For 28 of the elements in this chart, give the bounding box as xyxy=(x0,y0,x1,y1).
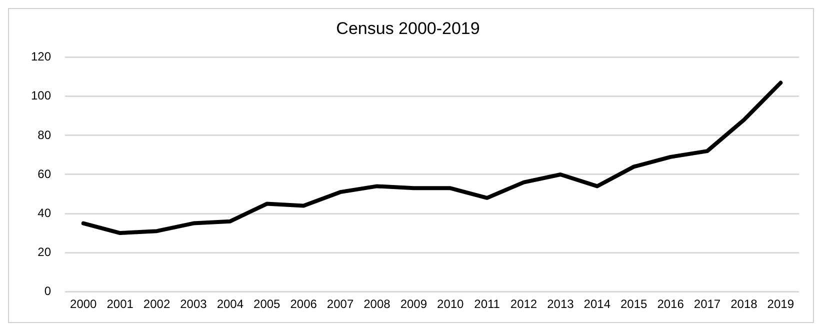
x-tick-label: 2013 xyxy=(547,297,574,312)
y-tick-label: 80 xyxy=(38,128,52,142)
x-tick-label: 2007 xyxy=(326,297,354,312)
x-tick-label: 2004 xyxy=(216,297,244,312)
y-tick-label: 120 xyxy=(30,50,52,64)
x-tick-label: 2019 xyxy=(767,297,794,312)
x-tick-label: 2016 xyxy=(657,297,684,312)
y-tick-label: 60 xyxy=(38,166,52,181)
y-tick-label: 100 xyxy=(30,88,52,103)
x-tick-label: 2011 xyxy=(474,297,500,312)
x-tick-label: 2015 xyxy=(620,297,648,312)
x-tick-label: 2002 xyxy=(143,297,170,312)
x-tick-label: 2018 xyxy=(730,297,758,312)
x-tick-label: 2014 xyxy=(584,297,611,312)
y-tick-label: 40 xyxy=(38,206,52,220)
y-tick-label: 20 xyxy=(38,244,52,259)
x-tick-label: 2008 xyxy=(364,297,391,312)
y-tick-label: 0 xyxy=(44,284,52,298)
chart-title: Census 2000-2019 xyxy=(336,18,480,38)
x-tick-label: 2000 xyxy=(70,297,98,312)
x-tick-label: 2012 xyxy=(510,297,538,312)
x-tick-label: 2005 xyxy=(254,297,281,312)
x-tick-label: 2017 xyxy=(694,297,721,312)
x-tick-label: 2010 xyxy=(437,297,464,312)
x-tick-label: 2006 xyxy=(290,297,318,312)
x-tick-label: 2009 xyxy=(400,297,428,312)
x-tick-label: 2003 xyxy=(180,297,208,312)
x-tick-label: 2001 xyxy=(106,297,134,312)
